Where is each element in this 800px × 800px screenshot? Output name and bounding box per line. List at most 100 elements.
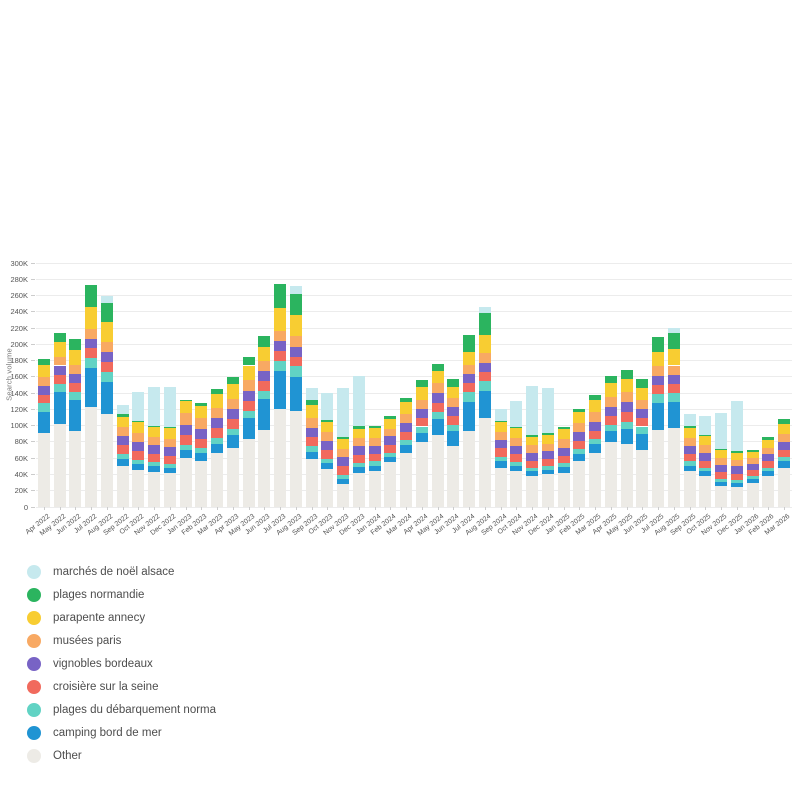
bar-segment[interactable] bbox=[305, 418, 318, 429]
bar-segment[interactable] bbox=[37, 364, 50, 377]
bar-segment[interactable] bbox=[53, 356, 66, 366]
bar-segment[interactable] bbox=[289, 315, 302, 337]
bar-segment[interactable] bbox=[37, 411, 50, 433]
bar-segment[interactable] bbox=[683, 465, 696, 472]
bar-segment[interactable] bbox=[683, 437, 696, 446]
bar-segment[interactable] bbox=[478, 313, 491, 336]
bar-feb-2024[interactable] bbox=[384, 263, 397, 507]
bar-segment[interactable] bbox=[652, 402, 665, 430]
bar-segment[interactable] bbox=[652, 429, 665, 507]
bar-segment[interactable] bbox=[478, 390, 491, 419]
bar-segment[interactable] bbox=[526, 435, 539, 438]
bar-segment[interactable] bbox=[85, 338, 98, 349]
bar-segment[interactable] bbox=[683, 454, 696, 462]
bar-jul-2024[interactable] bbox=[463, 263, 476, 507]
bar-segment[interactable] bbox=[305, 459, 318, 507]
bar-segment[interactable] bbox=[652, 352, 665, 367]
bar-segment[interactable] bbox=[384, 419, 397, 429]
bar-segment[interactable] bbox=[132, 441, 145, 451]
bar-segment[interactable] bbox=[762, 467, 775, 472]
bar-segment[interactable] bbox=[85, 406, 98, 507]
bar-segment[interactable] bbox=[352, 376, 365, 427]
bar-segment[interactable] bbox=[352, 446, 365, 455]
bar-segment[interactable] bbox=[541, 434, 554, 444]
bar-segment[interactable] bbox=[321, 432, 334, 442]
bar-segment[interactable] bbox=[195, 448, 208, 454]
bar-segment[interactable] bbox=[699, 460, 712, 468]
bar-segment[interactable] bbox=[242, 411, 255, 419]
bar-segment[interactable] bbox=[368, 461, 381, 466]
bar-segment[interactable] bbox=[699, 476, 712, 507]
bar-segment[interactable] bbox=[730, 480, 743, 484]
bar-segment[interactable] bbox=[132, 422, 145, 433]
bar-segment[interactable] bbox=[116, 436, 129, 446]
bar-segment[interactable] bbox=[541, 459, 554, 467]
bar-segment[interactable] bbox=[730, 401, 743, 451]
bar-segment[interactable] bbox=[69, 431, 82, 507]
bar-nov-2024[interactable] bbox=[526, 263, 539, 507]
bar-segment[interactable] bbox=[636, 378, 649, 389]
bar-segment[interactable] bbox=[258, 336, 271, 347]
bar-segment[interactable] bbox=[762, 471, 775, 477]
bar-segment[interactable] bbox=[573, 432, 586, 442]
bar-segment[interactable] bbox=[53, 375, 66, 385]
bar-segment[interactable] bbox=[321, 393, 334, 420]
bar-segment[interactable] bbox=[541, 469, 554, 475]
bar-segment[interactable] bbox=[258, 390, 271, 399]
bar-segment[interactable] bbox=[242, 390, 255, 402]
bar-segment[interactable] bbox=[352, 428, 365, 438]
bar-segment[interactable] bbox=[652, 393, 665, 403]
bar-segment[interactable] bbox=[289, 285, 302, 294]
bar-segment[interactable] bbox=[179, 450, 192, 459]
bar-segment[interactable] bbox=[226, 409, 239, 420]
bar-segment[interactable] bbox=[100, 302, 113, 323]
bar-segment[interactable] bbox=[431, 363, 444, 372]
bar-segment[interactable] bbox=[778, 461, 791, 468]
bar-segment[interactable] bbox=[415, 441, 428, 507]
bar-segment[interactable] bbox=[636, 426, 649, 434]
bar-segment[interactable] bbox=[510, 437, 523, 446]
bar-segment[interactable] bbox=[116, 416, 129, 428]
bar-segment[interactable] bbox=[620, 392, 633, 403]
bar-segment[interactable] bbox=[242, 380, 255, 391]
bar-segment[interactable] bbox=[337, 475, 350, 480]
bar-segment[interactable] bbox=[69, 399, 82, 432]
bar-segment[interactable] bbox=[526, 437, 539, 446]
bar-segment[interactable] bbox=[37, 394, 50, 403]
bar-segment[interactable] bbox=[652, 385, 665, 394]
bar-segment[interactable] bbox=[762, 461, 775, 468]
bar-segment[interactable] bbox=[778, 467, 791, 507]
bar-segment[interactable] bbox=[400, 452, 413, 507]
bar-segment[interactable] bbox=[100, 362, 113, 372]
bar-segment[interactable] bbox=[510, 466, 523, 472]
bar-jan-2026[interactable] bbox=[746, 263, 759, 507]
bar-segment[interactable] bbox=[636, 433, 649, 451]
bar-segment[interactable] bbox=[337, 457, 350, 467]
bar-segment[interactable] bbox=[163, 455, 176, 464]
bar-segment[interactable] bbox=[699, 436, 712, 446]
bar-segment[interactable] bbox=[463, 364, 476, 375]
bar-jan-2023[interactable] bbox=[179, 263, 192, 507]
bar-segment[interactable] bbox=[589, 411, 602, 422]
bar-segment[interactable] bbox=[699, 471, 712, 477]
bar-segment[interactable] bbox=[132, 420, 145, 423]
bar-segment[interactable] bbox=[652, 337, 665, 353]
bar-segment[interactable] bbox=[541, 466, 554, 470]
bar-segment[interactable] bbox=[100, 295, 113, 303]
bar-segment[interactable] bbox=[148, 454, 161, 463]
bar-segment[interactable] bbox=[400, 414, 413, 424]
bar-segment[interactable] bbox=[148, 466, 161, 473]
bar-segment[interactable] bbox=[226, 448, 239, 507]
bar-segment[interactable] bbox=[604, 397, 617, 407]
bar-segment[interactable] bbox=[226, 428, 239, 436]
bar-segment[interactable] bbox=[132, 391, 145, 421]
bar-segment[interactable] bbox=[620, 370, 633, 380]
bar-segment[interactable] bbox=[667, 384, 680, 394]
legend-item-musées-paris[interactable]: musées paris bbox=[27, 629, 216, 652]
bar-segment[interactable] bbox=[667, 402, 680, 429]
bar-segment[interactable] bbox=[415, 433, 428, 442]
bar-segment[interactable] bbox=[526, 452, 539, 461]
bar-segment[interactable] bbox=[526, 476, 539, 507]
bar-segment[interactable] bbox=[352, 467, 365, 473]
bar-segment[interactable] bbox=[163, 427, 176, 429]
